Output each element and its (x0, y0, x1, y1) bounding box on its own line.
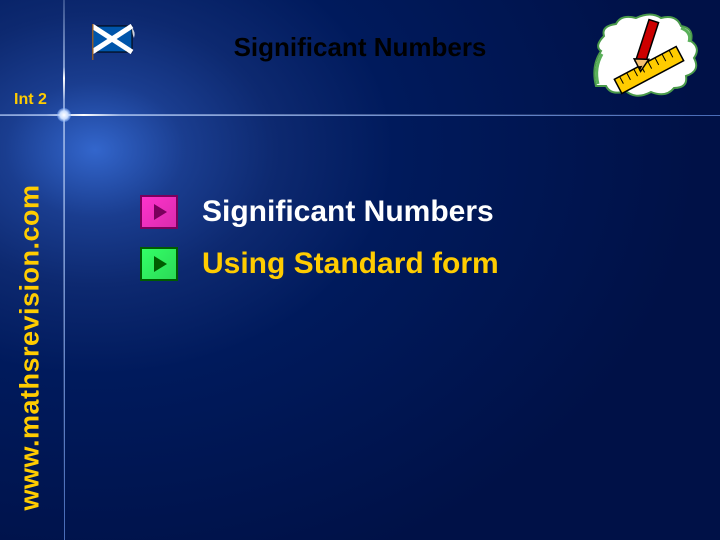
menu-item-label: Using Standard form (202, 247, 499, 281)
divider-horizontal (0, 115, 720, 116)
play-bullet-icon (140, 195, 178, 229)
level-label: Int 2 (14, 91, 47, 109)
divider-vertical (64, 115, 65, 540)
play-bullet-icon (140, 247, 178, 281)
ruler-pencil-icon (586, 6, 706, 106)
menu-list: Significant Numbers Using Standard form (140, 195, 499, 299)
menu-item-label: Significant Numbers (202, 195, 494, 229)
menu-item-significant-numbers[interactable]: Significant Numbers (140, 195, 499, 229)
sidebar-url: www.mathsrevision.com (15, 178, 46, 518)
menu-item-standard-form[interactable]: Using Standard form (140, 247, 499, 281)
slide-root: Significant Numbers Int 2 (0, 0, 720, 540)
